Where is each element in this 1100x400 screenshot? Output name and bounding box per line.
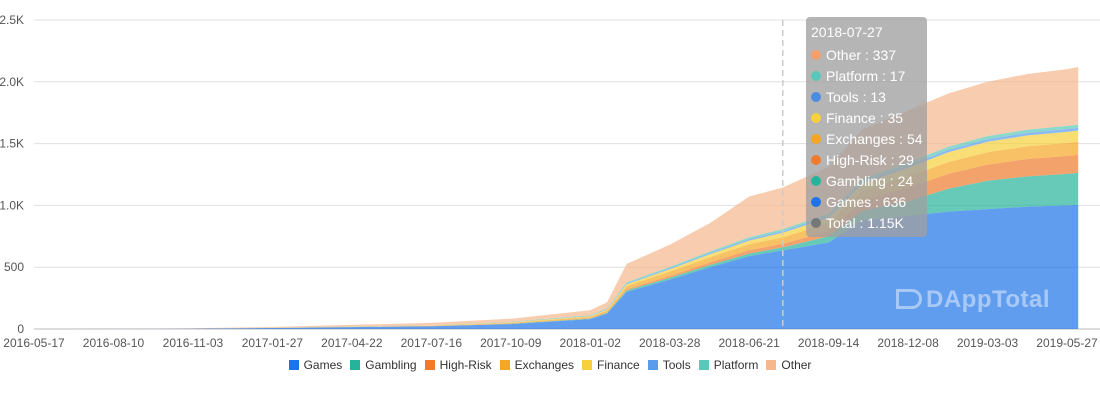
- x-tick-label: 2017-07-16: [401, 336, 463, 350]
- area-high-risk: [34, 154, 1079, 329]
- y-tick-label: 0: [17, 322, 24, 336]
- y-axis-ticks: 0 500 1.0K 1.5K 2.0K 2.5K: [0, 13, 24, 336]
- legend-swatch-icon: [288, 360, 299, 370]
- x-tick-label: 2019-03-03: [957, 336, 1019, 350]
- x-tick-label: 2019-05-27: [1036, 336, 1098, 350]
- y-tick-label: 500: [4, 260, 24, 274]
- legend-item-exchanges[interactable]: Exchanges: [499, 358, 574, 372]
- legend-swatch-icon: [499, 360, 510, 370]
- tooltip-row-label: Tools : 13: [826, 88, 886, 105]
- x-tick-label: 2016-05-17: [3, 336, 65, 350]
- tooltip-row: Platform : 17: [811, 65, 923, 86]
- legend-label: High-Risk: [439, 358, 492, 372]
- y-tick-label: 1.0K: [0, 198, 24, 212]
- legend-label: Exchanges: [514, 358, 574, 372]
- legend-label: Platform: [713, 358, 759, 372]
- tooltip-date: 2018-07-27: [811, 24, 883, 40]
- tooltip-row-label: Gambling : 24: [826, 172, 914, 189]
- series-dot-icon: [811, 91, 821, 102]
- legend-label: Games: [303, 358, 343, 372]
- chart-legend: Games Gambling High-Risk Exchanges Finance To…: [0, 358, 1100, 373]
- series-dot-icon: [811, 217, 821, 228]
- legend-label: Tools: [662, 358, 691, 372]
- tooltip-row: Other : 337: [811, 44, 923, 65]
- x-tick-label: 2017-10-09: [480, 336, 542, 350]
- legend-label: Gambling: [365, 358, 417, 372]
- legend-swatch-icon: [698, 360, 709, 370]
- x-tick-label: 2018-03-28: [639, 336, 701, 350]
- tooltip-row: Total : 1.15K: [811, 212, 923, 233]
- tooltip-row-label: Total : 1.15K: [826, 214, 904, 231]
- legend-label: Other: [781, 358, 812, 372]
- tooltip-row: Tools : 13: [811, 86, 923, 107]
- series-dot-icon: [811, 133, 821, 144]
- area-gambling: [34, 172, 1079, 329]
- x-tick-label: 2016-11-03: [163, 336, 224, 350]
- legend-swatch-icon: [350, 360, 361, 370]
- tooltip-row-label: Exchanges : 54: [826, 130, 923, 147]
- tooltip-rows: Other : 337 Platform : 17 Tools : 13 Financ…: [811, 44, 923, 233]
- legend-swatch-icon: [424, 360, 435, 370]
- legend-item-gambling[interactable]: Gambling: [350, 358, 417, 372]
- legend-item-games[interactable]: Games: [288, 358, 343, 372]
- x-tick-label: 2016-08-10: [83, 336, 145, 350]
- legend-label: Finance: [597, 358, 640, 372]
- legend-item-other[interactable]: Other: [766, 358, 811, 372]
- area-finance: [34, 130, 1079, 329]
- x-tick-label: 2018-12-08: [877, 336, 939, 350]
- tooltip-row-label: High-Risk : 29: [826, 151, 914, 168]
- dapptotal-logo-icon: [896, 289, 922, 309]
- legend-swatch-icon: [647, 360, 658, 370]
- legend-item-high-risk[interactable]: High-Risk: [424, 358, 492, 372]
- tooltip-row-label: Finance : 35: [826, 109, 904, 126]
- series-dot-icon: [811, 175, 821, 186]
- watermark-text: DAppTotal: [926, 286, 1051, 313]
- dapptotal-watermark: DAppTotal: [896, 286, 1050, 314]
- tooltip-row: High-Risk : 29: [811, 149, 923, 170]
- tooltip-row-label: Platform : 17: [826, 67, 906, 84]
- tooltip-row: Gambling : 24: [811, 170, 923, 191]
- series-dot-icon: [811, 154, 821, 165]
- area-exchanges: [34, 141, 1079, 329]
- x-tick-label: 2018-06-21: [718, 336, 780, 350]
- x-tick-label: 2017-04-22: [321, 336, 383, 350]
- x-axis-ticks: 2016-05-17 2016-08-10 2016-11-03 2017-01-27…: [3, 336, 1098, 350]
- x-tick-label: 2017-01-27: [242, 336, 304, 350]
- area-other: [34, 67, 1079, 329]
- legend-item-tools[interactable]: Tools: [647, 358, 691, 372]
- legend-swatch-icon: [582, 360, 592, 370]
- tooltip-row: Games : 636: [811, 191, 923, 212]
- series-dot-icon: [811, 49, 821, 60]
- series-dot-icon: [811, 70, 821, 81]
- y-tick-label: 2.0K: [0, 75, 24, 89]
- tooltip-row: Exchanges : 54: [811, 128, 923, 149]
- tooltip-row: Finance : 35: [811, 107, 923, 128]
- hover-tooltip: 2018-07-27 Other : 337 Platform : 17 Tools…: [806, 17, 927, 237]
- tooltip-row-label: Games : 636: [826, 193, 907, 210]
- series-dot-icon: [811, 196, 821, 207]
- y-tick-label: 1.5K: [0, 137, 24, 151]
- tooltip-row-label: Other : 337: [826, 46, 897, 63]
- legend-item-finance[interactable]: Finance: [582, 358, 640, 372]
- area-series: [34, 67, 1079, 329]
- area-games: [34, 204, 1079, 329]
- y-tick-label: 2.5K: [0, 13, 24, 27]
- legend-swatch-icon: [766, 360, 777, 370]
- legend-item-platform[interactable]: Platform: [698, 358, 759, 372]
- stacked-area-chart: 0 500 1.0K 1.5K 2.0K 2.5K 2016-05-17 2016-08-1…: [0, 13, 1100, 350]
- x-tick-label: 2018-09-14: [798, 336, 860, 350]
- series-dot-icon: [811, 112, 821, 123]
- x-tick-label: 2018-01-02: [560, 336, 622, 350]
